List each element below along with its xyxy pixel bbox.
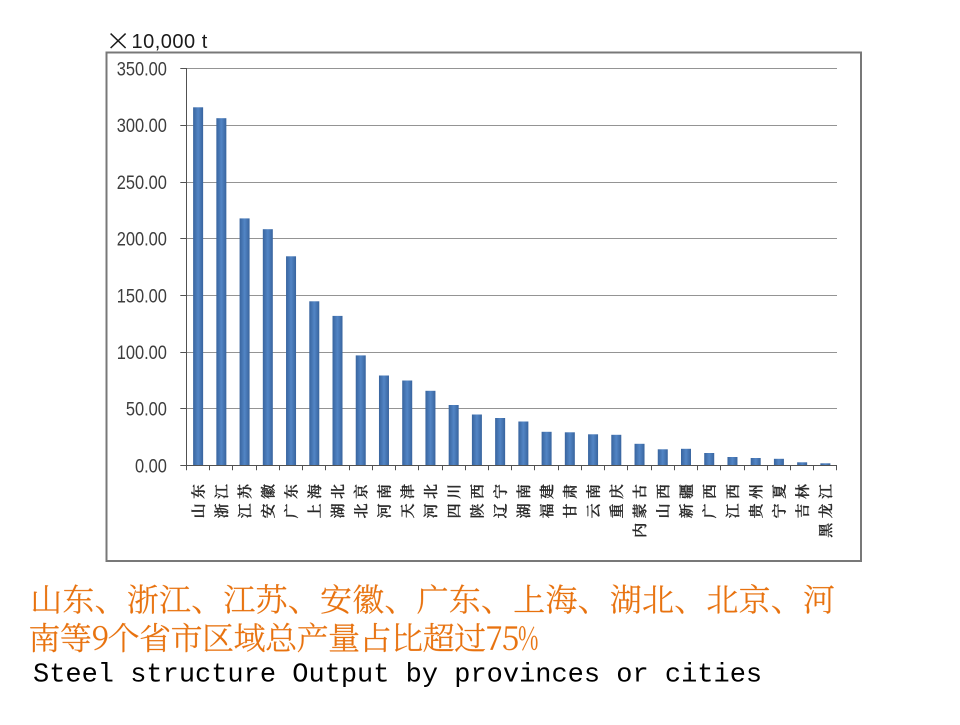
svg-text:350.00: 350.00 — [117, 58, 167, 80]
svg-text:300.00: 300.00 — [117, 115, 167, 137]
svg-text:50.00: 50.00 — [126, 398, 167, 420]
svg-text:250.00: 250.00 — [117, 172, 167, 194]
svg-text:Steel structure Output by prov: Steel structure Output by provinces or c… — [33, 660, 762, 690]
svg-text:200.00: 200.00 — [117, 228, 167, 250]
svg-text:10,000 t: 10,000 t — [132, 31, 208, 53]
svg-text:0.00: 0.00 — [135, 455, 167, 477]
svg-text:150.00: 150.00 — [117, 285, 167, 307]
svg-text:100.00: 100.00 — [117, 342, 167, 364]
